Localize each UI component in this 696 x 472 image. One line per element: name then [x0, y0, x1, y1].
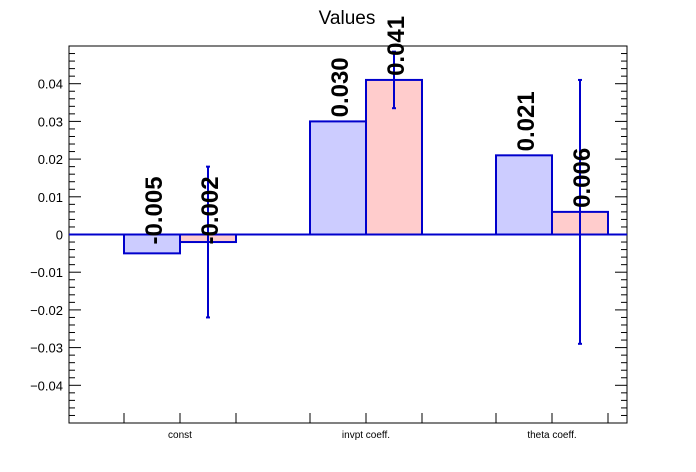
bar [309, 120, 367, 236]
y-tick-label: −0.04 [30, 378, 63, 393]
x-category-label: theta coeff. [527, 430, 576, 441]
bar-value-label: -0.002 [197, 176, 224, 244]
bar-value-label: 0.030 [327, 57, 354, 117]
y-tick-label: −0.01 [30, 265, 63, 280]
x-category-label: const [168, 430, 192, 441]
bar-value-label: 0.021 [513, 91, 540, 151]
y-tick-label: 0.02 [38, 152, 63, 167]
chart-title: Values [319, 8, 376, 29]
x-category-label: invpt coeff. [342, 430, 390, 441]
y-tick-label: 0.03 [38, 114, 63, 129]
y-tick-label: 0 [56, 228, 63, 243]
bar [495, 154, 553, 236]
y-tick-label: −0.02 [30, 303, 63, 318]
bar-value-label: 0.041 [383, 16, 410, 76]
y-tick-label: 0.04 [38, 77, 63, 92]
bar-value-label: -0.005 [141, 176, 168, 244]
bar-value-label: 0.006 [569, 148, 596, 208]
y-tick-label: 0.01 [38, 190, 63, 205]
y-tick-label: −0.03 [30, 341, 63, 356]
